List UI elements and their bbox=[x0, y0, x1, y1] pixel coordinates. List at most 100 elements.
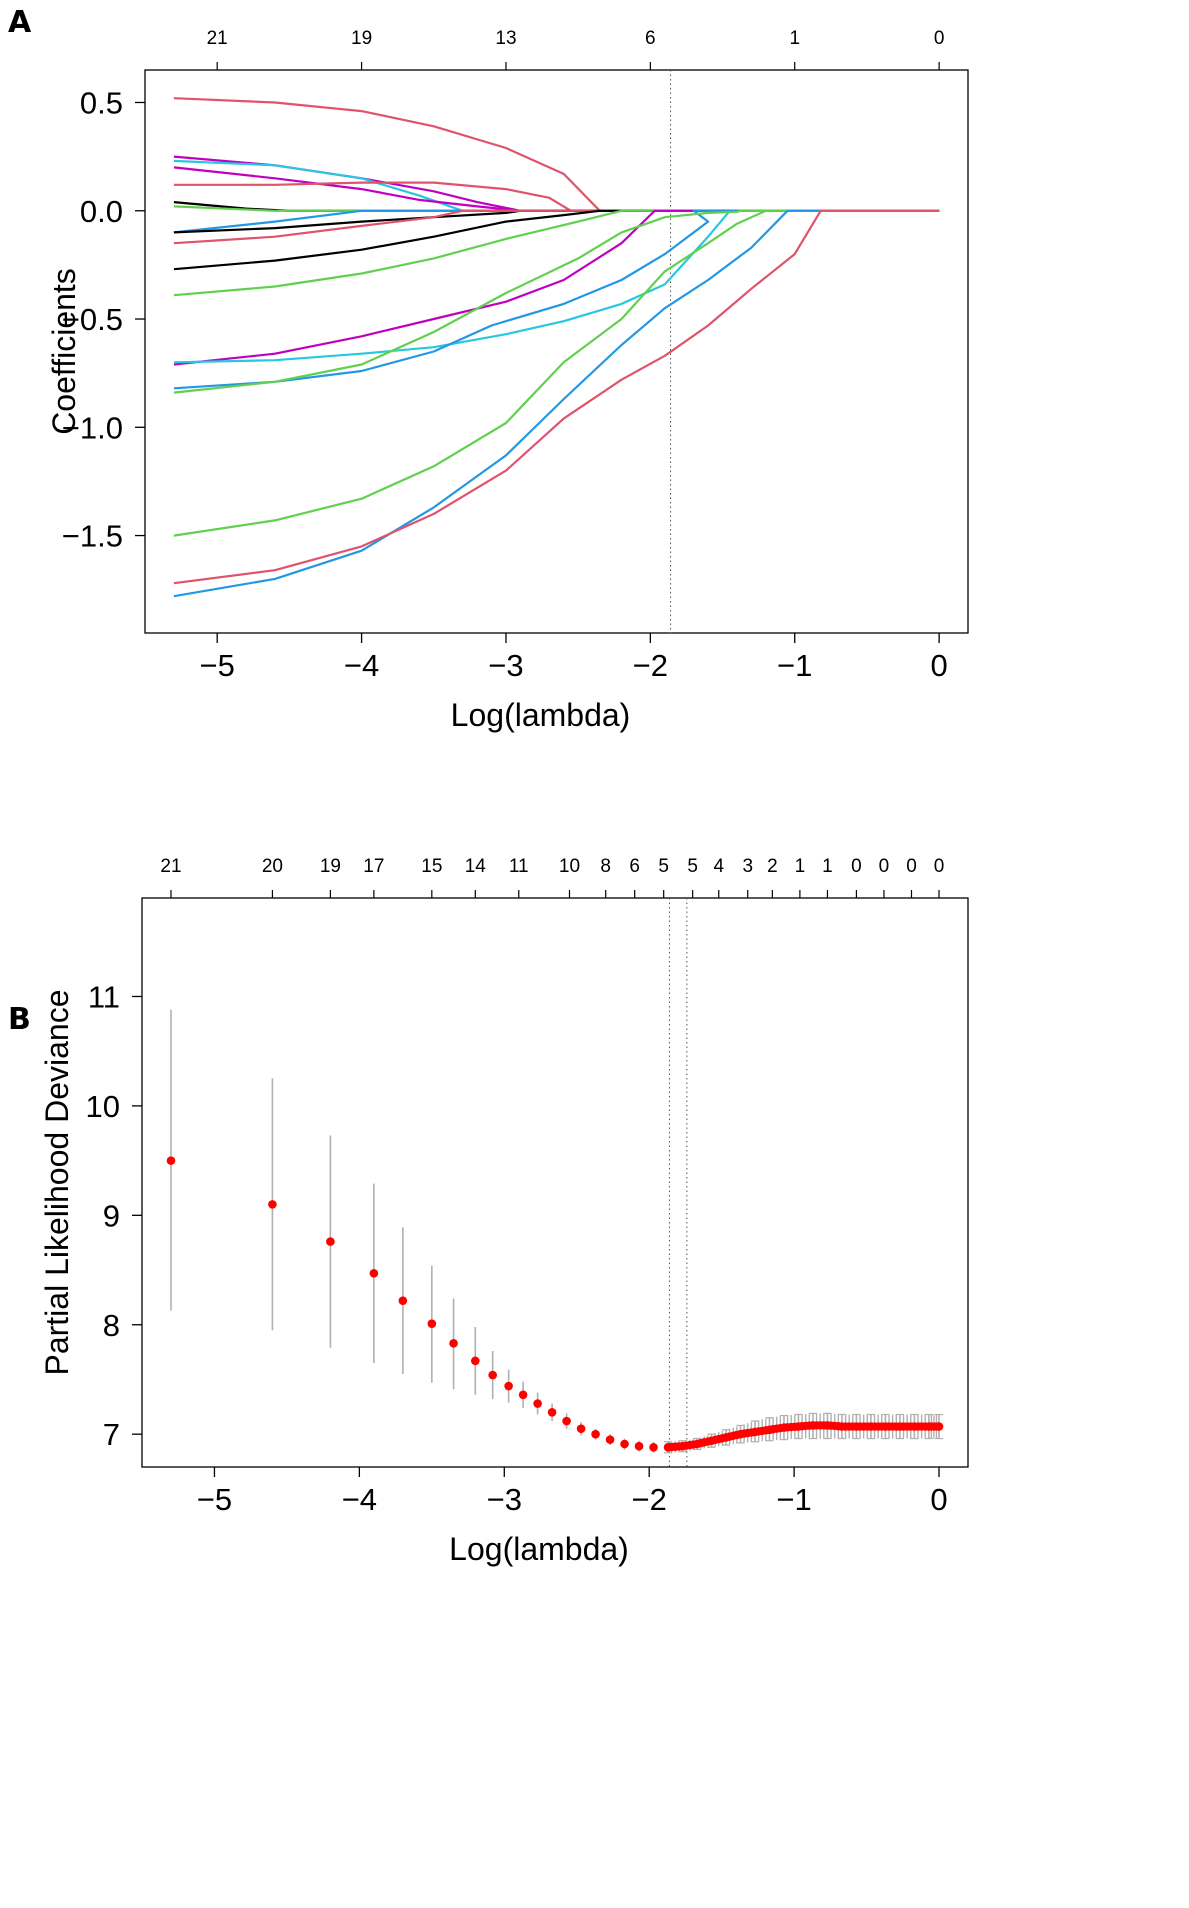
top-tick-label: 1 bbox=[822, 856, 833, 877]
deviance-point bbox=[837, 1422, 847, 1431]
deviance-point bbox=[663, 1443, 673, 1452]
deviance-point bbox=[504, 1381, 513, 1391]
coefficient-path-8 bbox=[173, 209, 940, 234]
x-axis-title: Log(lambda) bbox=[451, 697, 631, 733]
coefficient-path-10 bbox=[173, 209, 940, 245]
deviance-point bbox=[721, 1433, 731, 1442]
x-tick-label: 0 bbox=[930, 648, 947, 683]
plot-frame bbox=[141, 897, 969, 1468]
deviance-point bbox=[591, 1429, 600, 1439]
top-tick-label: 20 bbox=[262, 856, 283, 877]
coefficient-path-17 bbox=[173, 209, 940, 537]
top-tick-label: 0 bbox=[879, 856, 890, 877]
panel-label-b: B bbox=[8, 1002, 31, 1037]
coefficient-path-4 bbox=[173, 166, 940, 212]
deviance-point bbox=[707, 1436, 716, 1446]
deviance-point bbox=[576, 1424, 586, 1434]
deviance-point bbox=[326, 1237, 335, 1246]
deviance-point bbox=[866, 1422, 876, 1431]
deviance-point bbox=[398, 1296, 408, 1305]
coefficient-path-18 bbox=[173, 209, 940, 598]
y-tick-label: 11 bbox=[88, 979, 120, 1014]
top-tick-label: 5 bbox=[687, 856, 698, 877]
top-tick-label: 10 bbox=[559, 856, 580, 877]
deviance-point bbox=[750, 1427, 760, 1437]
deviance-point bbox=[620, 1439, 629, 1449]
deviance-point bbox=[678, 1441, 687, 1451]
top-tick-label: 6 bbox=[629, 856, 640, 877]
deviance-point bbox=[488, 1370, 497, 1380]
coefficient-path-16 bbox=[173, 209, 940, 394]
deviance-point bbox=[934, 1422, 944, 1431]
deviance-point bbox=[268, 1200, 277, 1209]
x-tick-label: −3 bbox=[488, 648, 523, 683]
x-tick-label: −5 bbox=[200, 648, 235, 683]
deviance-point bbox=[692, 1439, 702, 1449]
y-tick-label: −1.5 bbox=[62, 519, 123, 554]
deviance-point bbox=[823, 1421, 832, 1430]
top-tick-label: 19 bbox=[320, 856, 341, 877]
y-tick-label: 8 bbox=[103, 1308, 120, 1343]
top-tick-label: 21 bbox=[160, 856, 181, 877]
top-tick-label: 1 bbox=[795, 856, 806, 877]
top-tick-label: 4 bbox=[713, 856, 724, 877]
deviance-point bbox=[369, 1269, 379, 1278]
deviance-point bbox=[736, 1429, 745, 1439]
y-tick-label: −1.0 bbox=[62, 410, 123, 445]
deviance-point bbox=[794, 1422, 803, 1431]
deviance-point bbox=[765, 1425, 774, 1435]
x-tick-label: −2 bbox=[632, 1482, 667, 1517]
x-tick-label: 0 bbox=[930, 1482, 947, 1517]
y-tick-label: 0.0 bbox=[80, 194, 123, 229]
y-tick-label: 10 bbox=[86, 1089, 120, 1124]
deviance-point bbox=[881, 1422, 890, 1431]
top-tick-label: 15 bbox=[421, 856, 442, 877]
deviance-point bbox=[562, 1416, 571, 1426]
top-tick-label: 13 bbox=[495, 28, 516, 49]
x-axis-title: Log(lambda) bbox=[449, 1531, 629, 1567]
top-tick-label: 19 bbox=[351, 28, 372, 49]
deviance-point bbox=[470, 1356, 480, 1366]
top-tick-label: 0 bbox=[906, 856, 917, 877]
top-tick-label: 5 bbox=[658, 856, 669, 877]
deviance-point bbox=[924, 1422, 934, 1431]
x-tick-label: −5 bbox=[197, 1482, 232, 1517]
x-tick-label: −1 bbox=[777, 648, 812, 683]
deviance-point bbox=[634, 1441, 644, 1451]
deviance-point bbox=[427, 1319, 437, 1328]
deviance-point bbox=[518, 1390, 528, 1400]
deviance-point bbox=[449, 1339, 458, 1348]
panel-label-a: A bbox=[8, 5, 32, 40]
deviance-point bbox=[910, 1422, 919, 1431]
y-tick-label: 9 bbox=[103, 1198, 120, 1233]
deviance-point bbox=[852, 1422, 861, 1431]
coefficient-path-12 bbox=[173, 209, 940, 297]
coefficient-path-13 bbox=[173, 209, 940, 366]
deviance-point bbox=[547, 1407, 557, 1417]
deviance-point bbox=[649, 1443, 658, 1452]
top-tick-label: 14 bbox=[465, 856, 487, 877]
coefficient-path-15 bbox=[173, 209, 940, 390]
top-tick-label: 21 bbox=[207, 28, 228, 49]
deviance-point bbox=[166, 1156, 176, 1165]
x-tick-label: −4 bbox=[342, 1482, 377, 1517]
deviance-point bbox=[605, 1435, 615, 1444]
top-tick-label: 6 bbox=[645, 28, 656, 49]
x-tick-label: −1 bbox=[776, 1482, 811, 1517]
top-tick-label: 11 bbox=[509, 856, 529, 877]
y-tick-label: −0.5 bbox=[62, 302, 123, 337]
y-tick-label: 7 bbox=[103, 1417, 120, 1452]
coefficient-path-1 bbox=[173, 97, 940, 212]
top-tick-label: 8 bbox=[600, 856, 611, 877]
top-tick-label: 0 bbox=[934, 28, 945, 49]
deviance-point bbox=[895, 1422, 905, 1431]
coefficient-path-5 bbox=[173, 181, 940, 212]
deviance-point bbox=[808, 1421, 818, 1430]
top-tick-label: 17 bbox=[363, 856, 384, 877]
y-axis-title: Coefficients bbox=[46, 268, 82, 435]
coefficient-path-plot: −5 −4 −3 −2 −1 0 0.5 0.0 −0.5 −1.0 −1.5 21 19 13 6 1 0 Lo… bbox=[46, 28, 969, 733]
coefficient-path-9 bbox=[173, 209, 940, 234]
top-tick-label: 2 bbox=[767, 856, 778, 877]
